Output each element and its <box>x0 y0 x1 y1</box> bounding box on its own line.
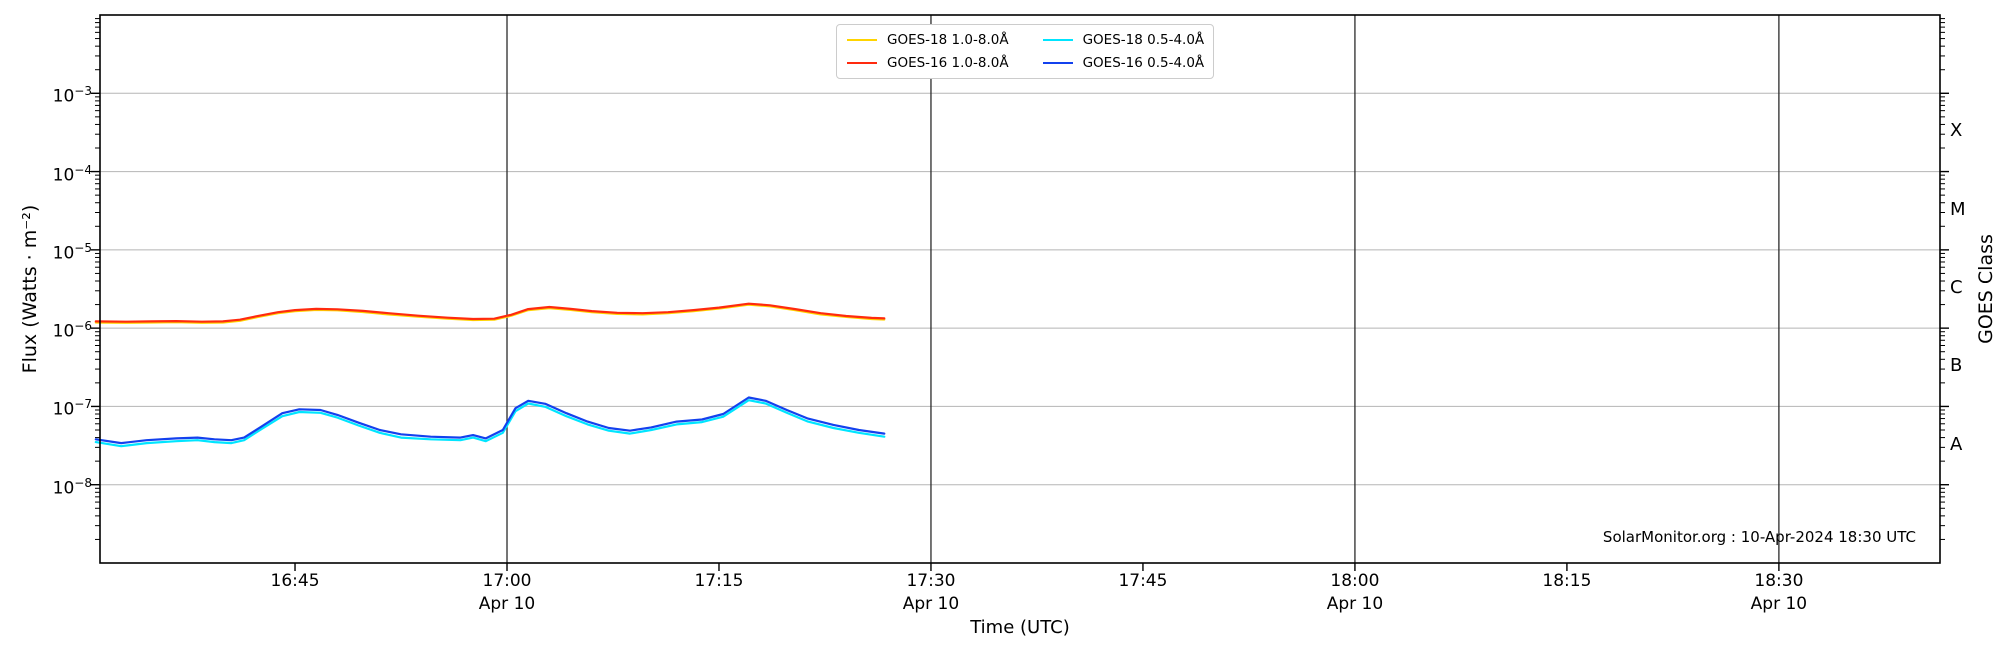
x-tick-label: 17:00 <box>482 571 532 591</box>
watermark-text: SolarMonitor.org : 10-Apr-2024 18:30 UTC <box>1602 528 1916 546</box>
series-line-goes-18-0-5-4-0- <box>94 399 886 448</box>
x-tick-label: 18:00 <box>1330 571 1380 591</box>
legend-item-label: GOES-18 0.5-4.0Å <box>1082 32 1205 48</box>
y-tick-label: 10−4 <box>52 162 92 186</box>
legend-item: GOES-16 0.5-4.0Å <box>1042 53 1205 73</box>
legend-item: GOES-16 1.0-8.0Å <box>847 53 1009 73</box>
legend-line-swatch <box>847 61 877 65</box>
x-tick-label: 16:45 <box>270 571 320 591</box>
y-axis-label-left: Flux (Watts · m⁻²) <box>19 204 41 374</box>
legend-line-swatch <box>1042 61 1073 65</box>
x-tick-date-sublabel: Apr 10 <box>1750 594 1808 614</box>
x-tick-label: 18:15 <box>1542 571 1592 591</box>
series-line-goes-16-0-5-4-0- <box>94 396 886 445</box>
legend-item: GOES-18 1.0-8.0Å <box>847 30 1009 50</box>
legend: GOES-18 1.0-8.0Å GOES-16 1.0-8.0Å GOES-18 … <box>836 24 1214 79</box>
y-tick-label: 10−8 <box>52 475 92 499</box>
series-line-goes-16-1-0-8-0- <box>94 302 886 323</box>
y-tick-label: 10−7 <box>52 397 92 421</box>
legend-line-swatch <box>1042 38 1073 42</box>
series-line-goes-18-1-0-8-0- <box>94 303 886 324</box>
x-axis-label: Time (UTC) <box>970 617 1070 638</box>
legend-line-swatch <box>847 38 877 42</box>
goes-class-letter-m: M <box>1950 198 1966 220</box>
y-tick-label: 10−6 <box>52 319 92 342</box>
x-tick-date-sublabel: Apr 10 <box>1326 594 1384 614</box>
x-tick-date-sublabel: Apr 10 <box>478 594 536 614</box>
legend-item-label: GOES-18 1.0-8.0Å <box>887 32 1009 48</box>
x-tick-label: 17:30 <box>906 571 956 591</box>
goes-class-letter-x: X <box>1950 120 1963 142</box>
legend-item: GOES-18 0.5-4.0Å <box>1042 30 1205 50</box>
y-axis-label-right: GOES Class <box>1975 234 1997 344</box>
goes-class-letter-a: A <box>1950 433 1963 455</box>
x-tick-date-sublabel: Apr 10 <box>902 594 960 614</box>
plot-spines <box>99 14 1941 564</box>
legend-item-label: GOES-16 0.5-4.0Å <box>1082 55 1205 71</box>
goes-class-letter-c: C <box>1950 277 1963 298</box>
goes-class-letter-b: B <box>1950 355 1963 377</box>
legend-item-label: GOES-16 1.0-8.0Å <box>887 55 1009 71</box>
y-tick-label: 10−5 <box>52 240 92 264</box>
x-tick-label: 17:15 <box>694 571 744 591</box>
x-tick-label: 17:45 <box>1118 571 1168 591</box>
x-tick-label: 18:30 <box>1754 571 1804 591</box>
y-tick-label: 10−3 <box>52 84 92 107</box>
